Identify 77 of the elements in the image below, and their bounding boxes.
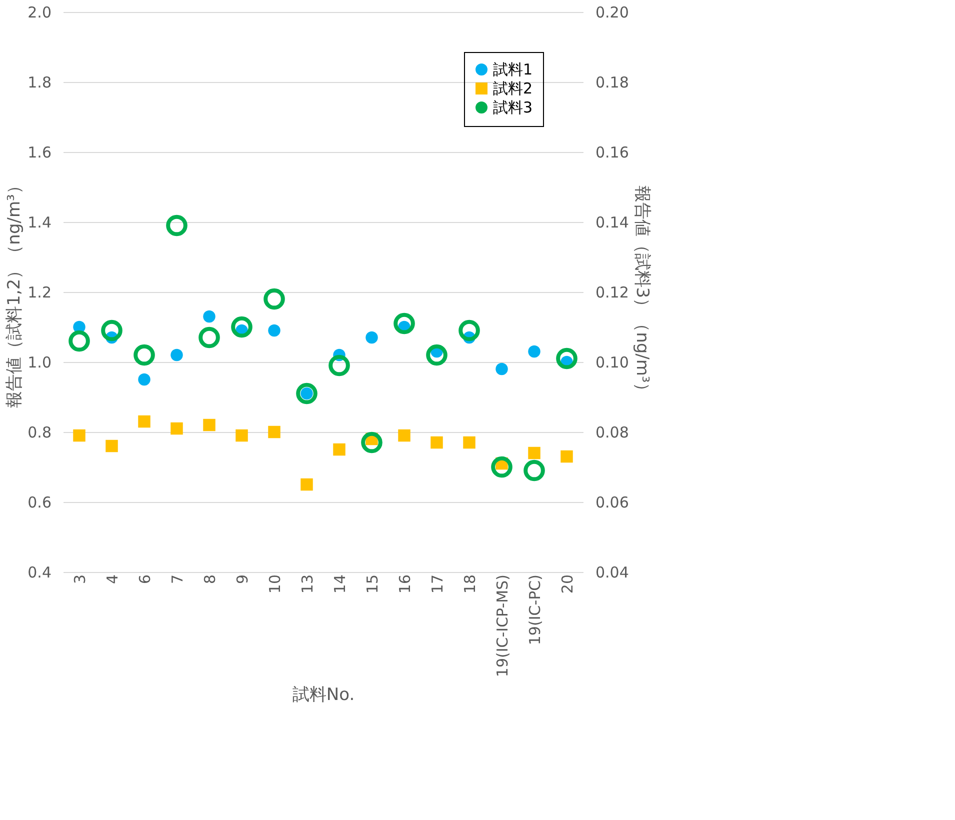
x-tick-label: 19(IC-ICP-MS) — [493, 574, 512, 678]
point — [528, 446, 540, 460]
point — [328, 354, 350, 376]
x-tick-label: 13 — [298, 574, 316, 594]
y-tick-label: 1.0 — [28, 354, 52, 372]
point — [524, 460, 545, 482]
point — [236, 429, 248, 442]
point — [138, 415, 150, 428]
x-tick-label: 14 — [330, 574, 349, 594]
y-tick-label: 1.6 — [28, 144, 52, 162]
y-tick-label: 1.4 — [28, 214, 52, 232]
point — [268, 426, 280, 438]
point — [138, 373, 150, 386]
x-tick-label: 18 — [460, 574, 479, 594]
y-tick-label: 2.0 — [28, 4, 52, 22]
point — [556, 348, 578, 370]
point — [198, 326, 220, 348]
point — [398, 429, 410, 442]
point — [231, 316, 252, 338]
y-axis-title: 報告値（試料1,2）（ng/m³） — [4, 177, 25, 408]
x-tick-label: 7 — [168, 574, 186, 584]
x-tick-label: 19(IC-PC) — [526, 574, 544, 646]
y2-axis-title: 報告値（試料3）（ng/m³） — [632, 185, 652, 400]
point — [203, 310, 216, 323]
x-tick-label: 8 — [200, 574, 219, 584]
point — [101, 320, 122, 342]
point — [496, 362, 508, 376]
y-tick-label: 1.8 — [28, 74, 52, 92]
y-tick-label: 0.4 — [28, 564, 52, 582]
point — [300, 478, 313, 491]
point — [268, 324, 280, 337]
point — [203, 418, 216, 432]
y-tick-label: 1.2 — [28, 284, 52, 302]
point — [134, 344, 155, 366]
point — [166, 214, 188, 236]
y2-tick-label: 0.20 — [596, 4, 629, 22]
point — [528, 345, 540, 358]
x-tick-label: 9 — [233, 574, 252, 584]
y2-tick-label: 0.06 — [596, 494, 629, 512]
point — [560, 450, 573, 463]
x-tick-label: 15 — [363, 574, 382, 594]
point — [170, 348, 183, 362]
x-tick-label: 4 — [103, 574, 122, 584]
x-axis-title: 試料No. — [292, 685, 355, 706]
y2-tick-label: 0.08 — [596, 424, 629, 442]
point — [68, 330, 90, 352]
x-tick-label: 16 — [396, 574, 414, 594]
y2-tick-label: 0.18 — [596, 74, 629, 92]
x-tick-label: 17 — [428, 574, 446, 594]
y-tick-label: 0.6 — [28, 494, 52, 512]
point — [170, 422, 183, 435]
point — [458, 320, 480, 342]
point — [264, 288, 285, 310]
point — [463, 436, 476, 449]
point — [333, 443, 346, 456]
x-tick-label: 6 — [136, 574, 154, 584]
point — [361, 432, 382, 454]
x-tick-label: 20 — [558, 574, 576, 594]
point — [430, 436, 443, 449]
legend-label: 試料3 — [493, 98, 533, 116]
point — [73, 429, 86, 442]
point — [366, 331, 378, 344]
point — [296, 382, 318, 404]
x-tick-label: 10 — [266, 574, 284, 594]
y2-tick-label: 0.04 — [596, 564, 629, 582]
y-tick-label: 0.8 — [28, 424, 52, 442]
y2-tick-label: 0.12 — [596, 284, 629, 302]
y2-tick-label: 0.10 — [596, 354, 629, 372]
x-tick-label: 3 — [70, 574, 89, 584]
legend-label: 試料2 — [493, 80, 533, 98]
point — [106, 440, 118, 452]
point — [426, 344, 448, 366]
legend-label: 試料1 — [493, 60, 533, 78]
y2-tick-label: 0.14 — [596, 214, 629, 232]
point — [394, 312, 415, 334]
y2-tick-label: 0.16 — [596, 144, 629, 162]
point — [491, 456, 512, 478]
